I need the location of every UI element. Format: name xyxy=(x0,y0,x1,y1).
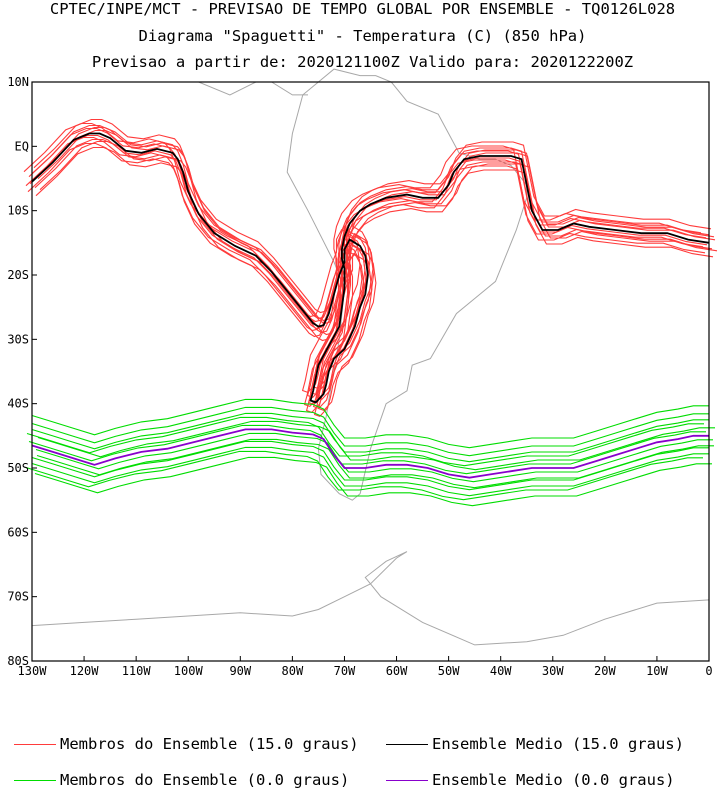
x-tick-label: 100W xyxy=(174,664,204,678)
member-0-line xyxy=(25,450,703,501)
x-tick-label: 0 xyxy=(705,664,712,678)
member-15-line xyxy=(29,134,708,406)
y-tick-label: 60S xyxy=(7,525,29,539)
member-0-line xyxy=(31,406,709,457)
y-tick-label: 10N xyxy=(7,75,29,89)
y-tick-label: 50S xyxy=(7,461,29,475)
y-tick-label: 70S xyxy=(7,590,29,604)
members-15-layer xyxy=(23,118,718,418)
x-tick-label: 50W xyxy=(438,664,460,678)
y-tick-label: EQ xyxy=(15,139,29,153)
legend-swatch-mean-0 xyxy=(386,779,428,781)
legend-item-members-15: Membros do Ensemble (15.0 graus) xyxy=(14,735,359,753)
legend-label-members-0: Membros do Ensemble (0.0 graus) xyxy=(60,771,350,789)
member-15-line xyxy=(36,126,715,398)
members-0-layer xyxy=(25,398,715,507)
title-line-3: Previsao a partir de: 2020121100Z Valido… xyxy=(91,53,634,71)
y-tick-label: 20S xyxy=(7,268,29,282)
plot-area xyxy=(32,82,709,661)
x-tick-label: 110W xyxy=(122,664,152,678)
land-antarctica xyxy=(31,551,710,646)
ensemble-means-layer xyxy=(31,132,710,479)
member-0-line xyxy=(28,424,706,475)
x-tick-label: 40W xyxy=(490,664,512,678)
x-tick-label: 130W xyxy=(18,664,48,678)
member-15-line xyxy=(35,146,714,418)
axes: 130W 120W 110W 100W 90W 80W 70W 60W 50W 40W 30W 20W… xyxy=(7,75,712,678)
mean-15-line xyxy=(31,132,710,404)
title-line-1: CPTEC/INPE/MCT - PREVISAO DE TEMPO GLOBA… xyxy=(49,0,676,18)
x-tick-label: 70W xyxy=(334,664,356,678)
x-tick-label: 20W xyxy=(594,664,616,678)
mean-0-line xyxy=(31,428,709,479)
legend-label-mean-0: Ensemble Medio (0.0 graus) xyxy=(432,771,675,789)
x-tick-label: 60W xyxy=(386,664,408,678)
y-tick-label: 40S xyxy=(7,397,29,411)
y-tick-label: 30S xyxy=(7,332,29,346)
legend-label-mean-15: Ensemble Medio (15.0 graus) xyxy=(432,735,684,753)
member-0-line xyxy=(34,456,712,507)
y-tick-label: 10S xyxy=(7,204,29,218)
member-0-line xyxy=(31,412,709,463)
legend-swatch-members-0 xyxy=(14,779,56,781)
member-0-line xyxy=(31,398,709,449)
y-tick-label: 80S xyxy=(7,654,29,668)
x-tick-label: 90W xyxy=(229,664,251,678)
member-0-line xyxy=(37,420,715,471)
legend-item-mean-0: Ensemble Medio (0.0 graus) xyxy=(386,771,675,789)
member-0-line xyxy=(35,432,713,483)
member-0-line xyxy=(31,440,709,491)
member-15-line xyxy=(39,140,718,412)
legend-item-mean-15: Ensemble Medio (15.0 graus) xyxy=(386,735,684,753)
x-tick-label: 80W xyxy=(282,664,304,678)
member-15-line xyxy=(33,118,712,390)
legend-label-members-15: Membros do Ensemble (15.0 graus) xyxy=(60,735,359,753)
x-tick-label: 30W xyxy=(542,664,564,678)
plot-frame xyxy=(31,81,710,662)
legend-swatch-mean-15 xyxy=(386,743,428,745)
legend-swatch-members-15 xyxy=(14,743,56,745)
x-tick-label: 10W xyxy=(646,664,668,678)
member-0-line xyxy=(26,416,704,467)
member-0-line xyxy=(31,446,709,497)
x-tick-label: 120W xyxy=(70,664,100,678)
legend-item-members-0: Membros do Ensemble (0.0 graus) xyxy=(14,771,349,789)
title-line-2: Diagrama "Spaguetti" - Temperatura (C) (… xyxy=(138,27,587,45)
